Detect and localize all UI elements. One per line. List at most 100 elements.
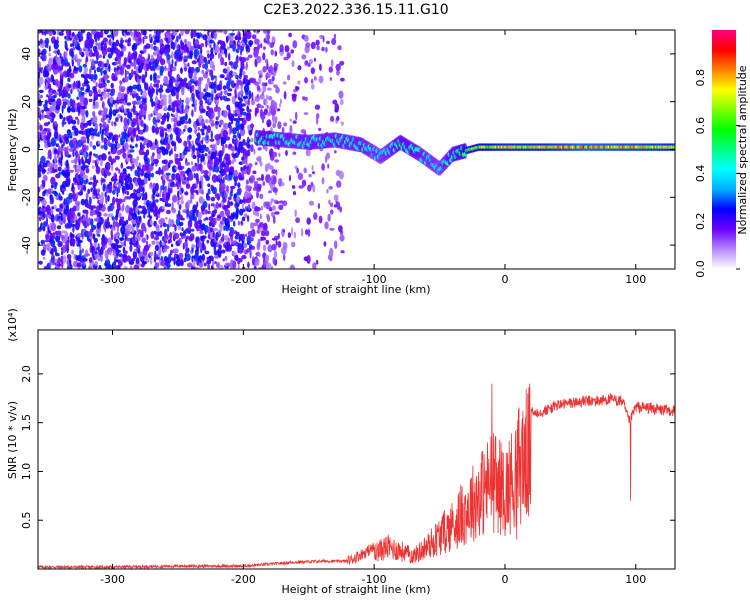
x-tick-label: -300 xyxy=(100,273,125,286)
spectrogram-cell xyxy=(43,122,49,127)
spectrogram-cell xyxy=(54,163,58,170)
spectrogram-cell xyxy=(179,152,182,158)
spectrogram-cell xyxy=(94,251,98,255)
spectrogram-cell xyxy=(200,43,205,48)
spectrogram-cell xyxy=(201,178,204,187)
spectrogram-cell xyxy=(171,201,174,210)
spectrogram-cell xyxy=(79,100,85,106)
spectrogram-cell xyxy=(204,153,208,157)
spectrogram-cell xyxy=(72,150,75,158)
spectrogram-cell xyxy=(107,34,112,38)
spectrogram-cell xyxy=(85,214,89,223)
spectrogram-cell xyxy=(94,36,98,43)
spectrogram-cell xyxy=(289,264,296,269)
spectrogram-cell xyxy=(127,127,134,134)
spectrogram-cell xyxy=(244,191,249,200)
spectrogram-cell xyxy=(241,160,246,165)
spectrogram-cell xyxy=(168,179,174,183)
spectrogram-cell xyxy=(229,125,233,134)
spectrogram-cell xyxy=(65,176,71,186)
spectrogram-cell xyxy=(208,170,211,178)
spectrogram-cell xyxy=(240,123,244,131)
spectrogram-cell xyxy=(264,98,268,106)
spectrogram-cell xyxy=(272,256,277,265)
spectrogram-cell xyxy=(128,57,132,64)
spectrogram-cell xyxy=(271,169,276,175)
spectrogram-cell xyxy=(178,157,184,162)
x-tick-label: -200 xyxy=(231,573,256,586)
spectrogram-cell xyxy=(162,174,168,179)
spectrogram-cell xyxy=(133,233,136,243)
spectrogram-cell xyxy=(155,30,161,37)
spectrogram-cell xyxy=(179,98,182,105)
spectrogram-cell xyxy=(204,244,206,253)
spectrogram-cell xyxy=(247,46,251,53)
spectrogram-cell xyxy=(124,39,129,43)
spectrogram-cell xyxy=(232,220,236,227)
spectrogram-cell xyxy=(87,231,93,237)
spectrogram-cell xyxy=(105,161,111,171)
spectrogram-cell xyxy=(38,84,41,88)
spectrogram-cell xyxy=(252,170,257,175)
spectrogram-cell xyxy=(283,122,288,127)
spectrogram-cell xyxy=(90,30,97,35)
spectrogram-cell xyxy=(50,184,55,189)
spectrogram-cell xyxy=(213,30,217,40)
spectrogram-cell xyxy=(183,125,188,130)
spectrogram-cell xyxy=(291,226,294,236)
spectrogram-cell xyxy=(212,64,216,71)
spectrogram-cell xyxy=(124,142,129,151)
spectrogram-cell xyxy=(164,245,170,250)
spectrogram-cell xyxy=(54,91,58,96)
spectrogram-cell xyxy=(257,70,263,76)
spectrogram-cell xyxy=(268,96,273,101)
spectrogram-cell xyxy=(208,203,211,211)
spectrogram-cell xyxy=(47,171,49,175)
spectrogram-cell xyxy=(203,125,208,130)
spectrogram-cell xyxy=(270,99,276,108)
spectrogram-cell xyxy=(154,126,160,135)
spectrogram-cell xyxy=(258,155,261,164)
spectrogram-cell xyxy=(63,146,68,152)
spectrogram-cell xyxy=(180,195,184,201)
spectrogram-cell xyxy=(199,99,204,106)
spectrogram-cell xyxy=(58,31,64,36)
spectrogram-cell xyxy=(131,68,134,78)
spectrogram-cell xyxy=(208,107,214,114)
spectrogram-cell xyxy=(231,71,238,76)
spectrogram-cell xyxy=(281,182,285,187)
spectrogram-cell xyxy=(132,42,138,51)
spectrogram-cell xyxy=(282,241,288,250)
spectrogram-cell xyxy=(173,253,177,261)
spectrogram-cell xyxy=(216,261,220,269)
spectrogram-cell xyxy=(67,131,73,139)
spectrogram-cell xyxy=(207,154,211,160)
spectrogram-cell xyxy=(38,260,43,265)
spectrogram-cell xyxy=(183,140,188,147)
spectrogram-cell xyxy=(53,130,59,140)
spectrogram-cell xyxy=(111,88,116,95)
spectrogram-cell xyxy=(214,165,220,173)
spectrogram-cell xyxy=(115,103,118,110)
spectrogram-cell xyxy=(241,43,245,48)
spectrogram-cell xyxy=(114,221,118,225)
spectrogram-cell xyxy=(226,46,230,51)
y-tick-label: 1.5 xyxy=(20,414,33,432)
spectrogram-cell xyxy=(273,250,278,259)
spectrogram-cell xyxy=(111,148,117,155)
spectrogram-cell xyxy=(234,181,237,187)
spectrogram-cell xyxy=(271,80,274,85)
spectrogram-cell xyxy=(150,182,153,188)
spectrogram-cell xyxy=(48,83,52,92)
spectrogram-cell xyxy=(264,66,267,70)
spectrogram-cell xyxy=(317,203,321,209)
spectrogram-cell xyxy=(176,214,179,219)
spectrogram-cell xyxy=(83,150,86,158)
spectrogram-cell xyxy=(228,113,234,117)
spectrogram-cell xyxy=(137,171,141,179)
spectrogram-cell xyxy=(129,92,133,96)
spectrogram-cell xyxy=(305,60,309,64)
spectrogram-cell xyxy=(113,47,119,54)
spectrogram-cell xyxy=(273,84,278,88)
spectrogram-cell xyxy=(235,48,240,54)
